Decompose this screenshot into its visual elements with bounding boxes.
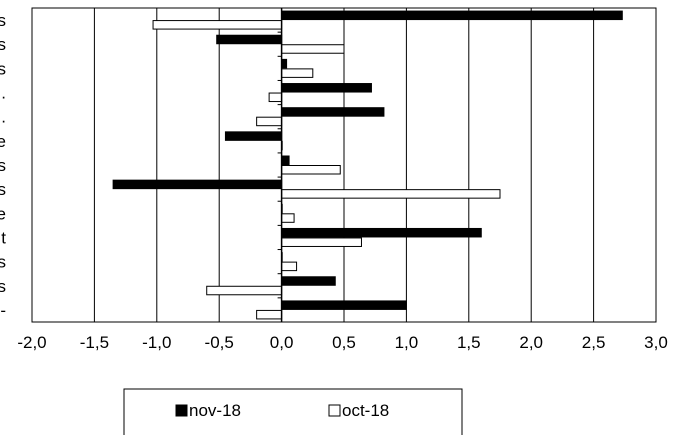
x-axis-tick-labels: -2,0 -1,5 -1,0 -0,5 0,0 0,5 1,0 1,5 2,0 2,5 3,0	[17, 333, 667, 352]
bars	[112, 10, 623, 320]
bar-oct-18-12	[256, 309, 283, 320]
bar-oct-18-1	[281, 44, 345, 54]
zero-axis	[277, 7, 283, 323]
bar-oct-18-3	[268, 92, 283, 103]
x-tick-label: 3,0	[644, 333, 668, 352]
category-label: -	[0, 301, 6, 320]
x-tick-label: 1,5	[457, 333, 481, 352]
legend-swatch-nov-18	[175, 404, 188, 417]
legend-label-oct-18: oct-18	[342, 401, 389, 420]
legend: nov-18 oct-18	[123, 388, 463, 435]
bar-oct-18-11	[206, 285, 283, 296]
category-label: e	[0, 204, 6, 223]
x-tick-label: 2,0	[519, 333, 543, 352]
x-tick-label: 1,0	[395, 333, 419, 352]
bar-nov-18-3	[281, 83, 372, 93]
x-tick-label: -1,0	[142, 333, 171, 352]
bar-oct-18-2	[281, 68, 314, 78]
x-tick-label: 0,0	[270, 333, 294, 352]
bar-oct-18-4	[256, 116, 283, 127]
bar-oct-18-6	[281, 165, 341, 175]
bar-oct-18-0	[152, 20, 283, 30]
bar-nov-18-7	[112, 179, 283, 190]
legend-swatch-oct-18	[328, 404, 341, 417]
category-label: s	[0, 35, 6, 54]
legend-box	[123, 388, 463, 435]
x-tick-label: -0,5	[205, 333, 234, 352]
bar-nov-18-1	[216, 34, 283, 45]
bar-nov-18-11	[281, 276, 336, 286]
bar-nov-18-12	[281, 300, 407, 310]
category-label: s	[0, 156, 6, 175]
category-label: t	[1, 228, 6, 247]
bar-oct-18-7	[281, 189, 501, 199]
x-tick-label: 2,5	[582, 333, 606, 352]
category-label: s	[0, 277, 6, 296]
bar-oct-18-10	[281, 261, 298, 272]
gridlines	[31, 8, 657, 322]
bar-nov-18-9	[281, 227, 482, 238]
category-label: s	[0, 11, 6, 30]
legend-label-nov-18: nov-18	[189, 401, 241, 420]
bar-oct-18-9	[281, 237, 362, 247]
bar-oct-18-8	[281, 213, 295, 223]
category-label: e	[0, 132, 6, 151]
bar-nov-18-0	[281, 10, 623, 21]
bar-nov-18-4	[281, 107, 385, 117]
x-tick-label: -2,0	[17, 333, 46, 352]
x-tick-label: -1,5	[80, 333, 109, 352]
x-tick-label: 0,5	[332, 333, 356, 352]
category-label: t...	[0, 108, 6, 127]
bar-nov-18-6	[281, 155, 290, 165]
category-label: s	[0, 253, 6, 272]
category-label: .	[1, 84, 6, 103]
category-label: s	[0, 59, 6, 78]
bar-nov-18-5	[224, 131, 283, 141]
category-label: s	[0, 180, 6, 199]
